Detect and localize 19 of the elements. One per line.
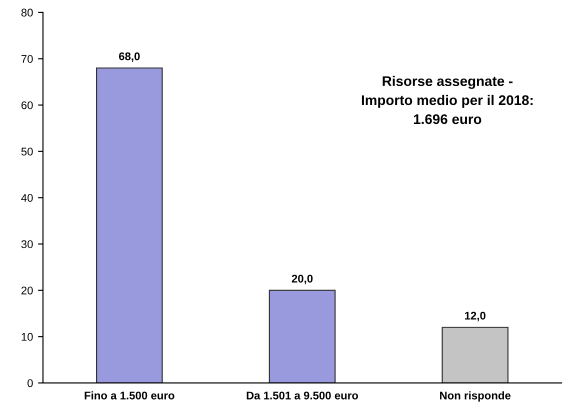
annotation: Risorse assegnate - Importo medio per il 2018: 1.696 euro	[362, 76, 533, 124]
data-label: 20,0	[292, 274, 313, 284]
data-label: 68,0	[118, 52, 140, 62]
x-tick-label: Fino a 1.500 euro	[84, 391, 174, 400]
y-tick-label: 20	[21, 286, 33, 294]
y-tick-label: 0	[28, 379, 33, 388]
y-tick-label: 40	[21, 194, 33, 202]
y-tick-label: 10	[22, 332, 33, 341]
bar	[96, 67, 163, 383]
x-tick-label: Da 1.501 a 9.500 euro	[246, 392, 358, 400]
y-tick-label: 50	[21, 148, 33, 156]
x-tick-label: Non risponde	[440, 391, 511, 402]
bar	[442, 326, 509, 383]
data-label: 12,0	[465, 312, 486, 322]
y-tick-label: 80	[21, 8, 33, 17]
y-tick-label: 60	[21, 101, 33, 110]
bar	[268, 290, 336, 383]
y-tick-label: 70	[21, 55, 33, 63]
y-tick-label: 30	[21, 240, 33, 248]
